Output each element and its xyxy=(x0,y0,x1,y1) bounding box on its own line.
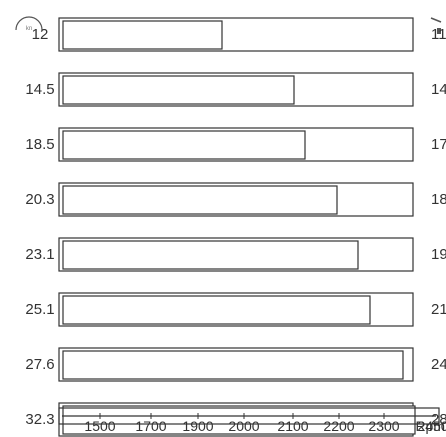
speedometer-badge: kn xyxy=(15,16,43,32)
bar-row: 18.5 17 xyxy=(25,127,446,162)
bar-row: 20.3 18 xyxy=(25,182,446,217)
x-tick-label: 2000 xyxy=(228,418,259,434)
row-left-label: 27.6 xyxy=(25,356,54,373)
bar-row: 23.1 19 xyxy=(25,237,446,272)
bar xyxy=(62,350,404,380)
bar xyxy=(62,130,306,160)
x-unit-label: Rpm xyxy=(415,418,445,434)
bar xyxy=(62,240,359,270)
bar-row: 25.1 21 xyxy=(25,292,446,327)
row-right-label: 18 xyxy=(431,191,446,208)
bar xyxy=(62,185,338,215)
row-right-label: 14 xyxy=(431,81,446,98)
x-tick-label: 2200 xyxy=(323,418,354,434)
bar xyxy=(62,75,295,105)
row-right-label: 19 xyxy=(431,246,446,263)
corner-mark-icon xyxy=(430,17,442,34)
x-tick-label: 1900 xyxy=(182,418,213,434)
x-tick-label: 1500 xyxy=(84,418,115,434)
bar-row: 12 11 xyxy=(32,17,446,52)
bar xyxy=(62,405,416,435)
axis-frame xyxy=(58,407,440,425)
row-left-label: 14.5 xyxy=(25,81,54,98)
bar-frame xyxy=(58,127,414,162)
bar-frame xyxy=(58,182,414,217)
bar xyxy=(62,295,371,325)
row-right-label: 24 xyxy=(431,356,446,373)
bar-row: 14.5 14 xyxy=(25,72,446,107)
bar-frame xyxy=(58,72,414,107)
bar-row: 27.6 24 xyxy=(25,347,446,382)
x-tick-label: 2450 xyxy=(417,418,446,434)
x-tick-label: 2300 xyxy=(368,418,399,434)
x-tick-label: 2100 xyxy=(277,418,308,434)
row-left-label: 32.3 xyxy=(25,411,54,428)
row-left-label: 20.3 xyxy=(25,191,54,208)
row-left-label: 23.1 xyxy=(25,246,54,263)
row-right-label: 11 xyxy=(431,26,446,43)
x-tick-label: 1700 xyxy=(135,418,166,434)
bar-frame xyxy=(58,292,414,327)
bar-frame xyxy=(58,17,414,52)
bar xyxy=(62,20,223,50)
bar-row: 32.3 28 xyxy=(25,402,446,437)
speedometer-icon xyxy=(15,16,43,31)
row-left-label: 25.1 xyxy=(25,301,54,318)
badge-label: kn xyxy=(26,26,32,32)
bar-frame xyxy=(58,237,414,272)
row-left-label: 12 xyxy=(32,26,49,43)
row-right-label: 17 xyxy=(431,136,446,153)
bar-rows: 12 11 14.5 14 18.5 17 20.3 18 23.1 19 25.1 21 27.6 24… xyxy=(25,17,446,437)
bar-frame xyxy=(58,347,414,382)
row-left-label: 18.5 xyxy=(25,136,54,153)
row-right-label: 21 xyxy=(431,301,446,318)
